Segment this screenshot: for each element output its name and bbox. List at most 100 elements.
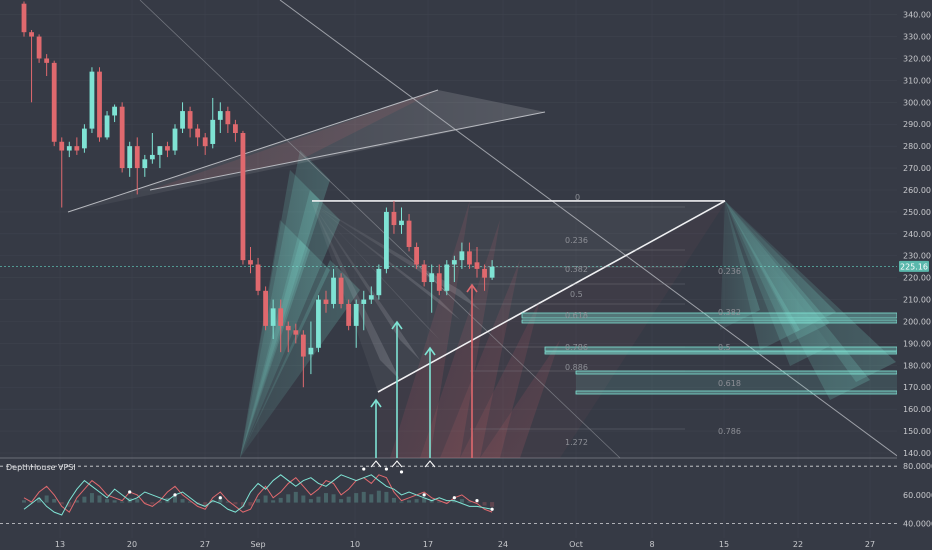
fib-label: 0.618 (565, 311, 588, 320)
vpsi-histogram-bar (105, 499, 110, 503)
fib-label-outer: 0.382 (718, 308, 741, 317)
time-tick-label: 10 (350, 540, 360, 549)
candle-body (368, 295, 374, 300)
time-tick-label: 17 (423, 540, 433, 549)
price-tick-label: 340.00 (903, 11, 931, 20)
candle-body (21, 3, 27, 33)
vpsi-dot (422, 493, 426, 497)
price-axis[interactable]: 340.00 330.00 320.00 310.00 300.00 290.00 280.… (897, 0, 932, 550)
vpsi-histogram-bar (150, 502, 155, 505)
vpsi-histogram-bar (203, 502, 208, 506)
fib-labels: 0 0.236 0.382 0.5 0.618 0.786 0.886 1.272 0.236 0… (565, 193, 741, 447)
fan-rose (440, 260, 520, 458)
time-axis[interactable]: 13 20 27 Sep 10 17 24 Oct 8 15 22 27 (0, 538, 932, 550)
candlestick-series (21, 1, 495, 388)
channel-line-lower (149, 111, 546, 191)
trend-line-down-2 (139, 0, 621, 459)
vpsi-histogram-bar (301, 495, 306, 503)
signal-arrow-head (424, 346, 436, 356)
vpsi-histogram-bar (369, 494, 374, 503)
candle-body (112, 106, 117, 116)
vpsi-dot (452, 496, 456, 500)
candle-body (180, 111, 185, 129)
fib-label-outer: 0.236 (718, 267, 741, 276)
price-tick-label: 250.00 (903, 208, 931, 217)
signal-arrow-head (466, 283, 478, 293)
vpsi-histogram-bar (233, 502, 238, 505)
vpsi-histogram-bar (225, 501, 230, 503)
price-tick-label: 260.00 (903, 186, 931, 195)
support-zone-fill (522, 318, 897, 320)
candle-body (421, 264, 427, 283)
fib-label: 0.886 (565, 363, 588, 372)
vpsi-histogram-bar (482, 502, 487, 506)
vpsi-histogram-bar (112, 500, 117, 503)
fan-mint-left (240, 240, 330, 458)
candle-body (444, 264, 450, 291)
candle-body (399, 220, 404, 226)
vpsi-histogram-bar (263, 495, 268, 503)
time-tick-label: Sep (250, 540, 265, 549)
time-tick-label: 24 (498, 540, 508, 549)
vpsi-histogram-bar (475, 502, 479, 504)
support-zone (575, 390, 898, 395)
candle-body (489, 266, 495, 278)
candle-body (29, 32, 34, 37)
price-tick-label: 300.00 (903, 98, 931, 107)
fan-mint (725, 200, 896, 382)
candle-body (36, 36, 42, 59)
vpsi-dot (399, 470, 404, 474)
fib-label: 0.382 (565, 265, 588, 274)
vpsi-histogram-bar (354, 493, 359, 503)
fib-label-outer: 0.618 (718, 379, 741, 388)
candle-body (157, 146, 163, 155)
price-tick-label: 220.00 (903, 274, 931, 283)
vpsi-histogram-bar (74, 500, 79, 503)
vpsi-histogram-bar (67, 502, 72, 507)
fan-mint (725, 200, 870, 400)
candle-body (44, 58, 50, 63)
vpsi-signal-mark (391, 460, 403, 468)
vpsi-line-b (23, 474, 493, 516)
vpsi-dot (384, 467, 388, 471)
candle-body (293, 330, 299, 335)
time-axis-bg (0, 538, 932, 550)
vpsi-histogram-bar (82, 496, 87, 503)
candle-body (82, 128, 87, 149)
signal-arrows (370, 283, 478, 458)
candle-body (89, 71, 95, 129)
candle-body (376, 268, 382, 296)
fan-rose (390, 200, 470, 458)
vpsi-dot (362, 467, 366, 471)
vpsi-histogram-bar (173, 495, 177, 503)
vpsi-dot (173, 493, 177, 497)
fib-label: 0 (575, 193, 580, 202)
vpsi-histogram-bar (44, 495, 49, 503)
fan-rose (480, 340, 560, 458)
candle-body (459, 251, 465, 261)
candle-body (225, 111, 231, 125)
vpsi-histogram-bar (188, 501, 193, 503)
candle-body (187, 111, 193, 129)
candle-body (384, 211, 389, 269)
candle-body (195, 128, 201, 138)
vpsi-histogram-bar (376, 490, 381, 503)
candle-body (66, 146, 72, 151)
indicator-level-label: 40.0000 (903, 520, 932, 529)
vpsi-histogram-bar (210, 500, 215, 503)
candle-body (353, 303, 359, 326)
vpsi-histogram-bar (240, 502, 245, 507)
vpsi-histogram-bar (97, 495, 102, 503)
indicator-pane[interactable]: 80.0000 60.0000 40.0000 DepthHouse VPSI (0, 460, 932, 529)
vpsi-dot (128, 490, 132, 494)
fan-channel-rose (150, 90, 438, 190)
candle-body (482, 268, 487, 278)
vpsi-signal-mark (424, 460, 436, 468)
candle-body (451, 260, 457, 265)
candle-body (308, 347, 314, 355)
candle-body (391, 211, 397, 226)
trend-line-down-1 (279, 0, 901, 459)
candle-body (300, 334, 306, 357)
vpsi-histogram-bar (120, 501, 125, 503)
